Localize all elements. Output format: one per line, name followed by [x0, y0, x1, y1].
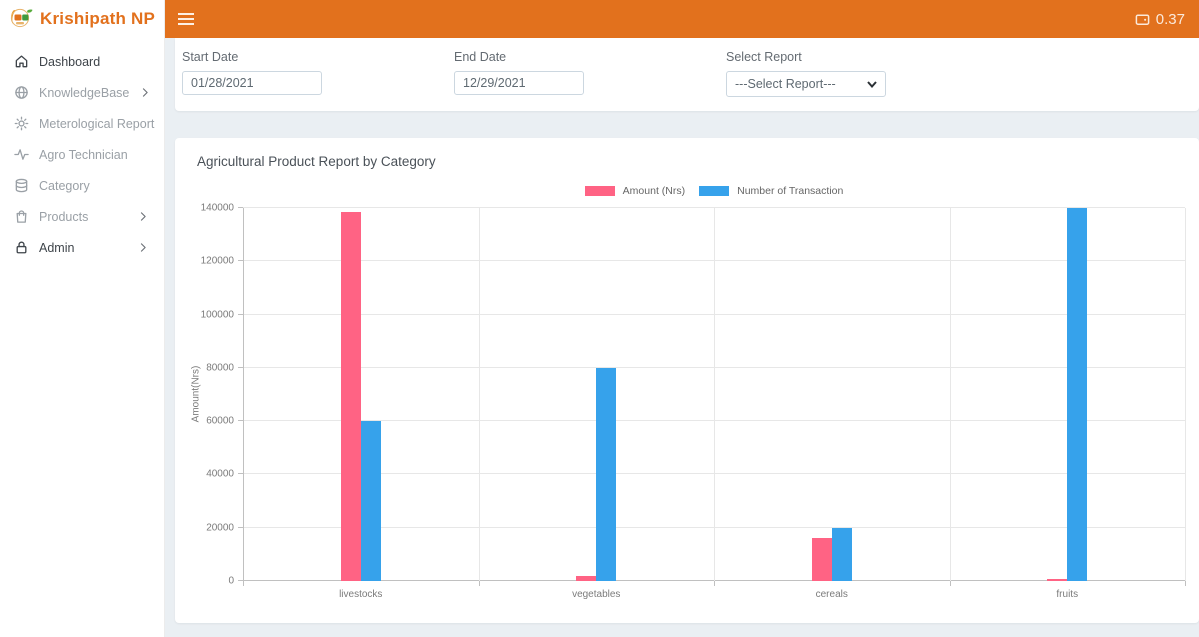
sidebar-item-label: Products	[39, 209, 89, 224]
activity-icon	[14, 147, 29, 162]
sidebar-item-knowledgebase[interactable]: KnowledgeBase	[0, 77, 164, 108]
y-tick-mark	[238, 580, 243, 581]
report-select-label: Select Report	[726, 50, 802, 64]
report-select[interactable]: ---Select Report---	[726, 71, 886, 97]
end-date-group: End Date	[454, 50, 726, 97]
sidebar-item-label: Dashboard	[39, 54, 101, 69]
database-icon	[14, 178, 29, 193]
x-tick-label-cereals: cereals	[815, 589, 848, 600]
chart-legend: Amount (Nrs) Number of Transaction	[243, 184, 1185, 198]
chart-title: Agricultural Product Report by Category	[197, 154, 436, 169]
bar-fruits-amount	[1047, 579, 1068, 581]
start-date-input[interactable]	[182, 71, 322, 95]
brand[interactable]: Krishipath NP	[0, 0, 164, 38]
bar-livestocks-amount	[340, 212, 361, 581]
y-tick-mark	[238, 420, 243, 422]
filter-panel: Start Date End Date Select Report ---Sel…	[175, 38, 1199, 111]
bar-cereals-amount	[811, 538, 832, 581]
x-tick-label-vegetables: vegetables	[572, 589, 621, 600]
y-tick-label: 20000	[206, 522, 234, 534]
x-tick-mark	[1185, 581, 1186, 586]
home-icon	[14, 54, 29, 69]
y-tick-label: 40000	[206, 468, 234, 480]
sidebar-item-products[interactable]: Products	[0, 201, 164, 232]
gridline-v	[949, 208, 951, 581]
sidebar-item-meterological-report[interactable]: Meterological Report	[0, 108, 164, 139]
sidebar-menu: Dashboard KnowledgeBase Meterological Repo…	[0, 38, 164, 263]
brand-logo-icon	[8, 7, 34, 31]
y-tick-label: 100000	[200, 309, 234, 321]
end-date-label: End Date	[454, 50, 507, 64]
gridline-v	[714, 208, 715, 581]
y-tick-label: 140000	[200, 202, 234, 214]
shopping-bag-icon	[14, 209, 29, 224]
bar-cereals-transactions	[831, 527, 852, 581]
sidebar-item-dashboard[interactable]: Dashboard	[0, 46, 164, 77]
sidebar-item-agro-technician[interactable]: Agro Technician	[0, 139, 164, 170]
sidebar-item-admin[interactable]: Admin	[0, 232, 164, 263]
menu-icon[interactable]	[177, 12, 195, 26]
chart-card: Agricultural Product Report by Category …	[175, 138, 1199, 623]
chevron-right-icon	[139, 86, 152, 99]
bar-vegetables-amount	[576, 575, 597, 581]
brand-name: Krishipath NP	[40, 9, 156, 28]
globe-icon	[14, 85, 29, 100]
main-area: 0.37 Start Date End Date Select Report	[165, 0, 1199, 637]
sidebar: Krishipath NP Dashboard KnowledgeBase Mete…	[0, 0, 165, 637]
start-date-label: Start Date	[182, 50, 239, 64]
chart-region: Amount (Nrs) Number of Transaction 0 20000…	[201, 184, 1186, 609]
y-tick-mark	[238, 313, 243, 315]
sidebar-item-label: Agro Technician	[39, 147, 128, 162]
x-tick-mark	[714, 581, 715, 586]
x-tick-mark	[243, 581, 244, 586]
bar-livestocks-transactions	[360, 421, 381, 581]
bar-vegetables-transactions	[596, 367, 617, 581]
sidebar-item-label: Category	[39, 178, 90, 193]
gridline-v	[478, 208, 480, 581]
y-tick-mark	[238, 366, 243, 368]
y-tick-mark	[238, 473, 243, 475]
y-tick-mark	[238, 207, 243, 208]
gridline-h	[243, 207, 1185, 208]
y-tick-mark	[238, 260, 243, 262]
legend-swatch	[584, 186, 615, 196]
sidebar-item-label: KnowledgeBase	[39, 85, 130, 100]
legend-swatch	[699, 186, 730, 196]
legend-label: Amount (Nrs)	[622, 185, 686, 197]
sidebar-item-label: Meterological Report	[39, 116, 155, 131]
bar-fruits-transactions	[1067, 208, 1088, 581]
chart-plot-area: 0 20000 40000 60000 80000 100000 120000 140000 l…	[201, 203, 1186, 600]
legend-label: Number of Transaction	[737, 185, 844, 197]
y-tick-label: 80000	[206, 362, 234, 374]
x-tick-mark	[949, 581, 951, 586]
topbar: 0.37	[165, 0, 1199, 38]
y-tick-mark	[238, 526, 243, 528]
credit-balance[interactable]: 0.37	[1135, 11, 1185, 28]
chevron-right-icon	[137, 241, 150, 254]
legend-item-number-of-transaction: Number of Transaction	[699, 185, 843, 197]
y-tick-label: 60000	[206, 415, 234, 427]
content: Start Date End Date Select Report ---Sel…	[165, 38, 1199, 637]
wallet-icon	[1135, 12, 1150, 27]
chevron-right-icon	[137, 210, 150, 223]
y-tick-label: 120000	[200, 255, 234, 267]
sidebar-item-label: Admin	[39, 240, 75, 255]
report-select-group: Select Report ---Select Report---	[726, 50, 998, 97]
x-tick-label-fruits: fruits	[1056, 589, 1079, 600]
gridline-v	[243, 208, 244, 581]
y-tick-label: 0	[228, 575, 234, 587]
gridline-v	[1185, 208, 1186, 581]
sidebar-item-category[interactable]: Category	[0, 170, 164, 201]
y-axis-title: Amount(Nrs)	[190, 365, 202, 423]
lock-icon	[14, 240, 29, 255]
sun-icon	[14, 116, 29, 131]
credit-value: 0.37	[1155, 10, 1185, 28]
end-date-input[interactable]	[454, 71, 584, 95]
legend-item-amount-nrs-: Amount (Nrs)	[584, 185, 686, 197]
x-tick-label-livestocks: livestocks	[339, 589, 383, 600]
start-date-group: Start Date	[182, 50, 454, 97]
x-tick-mark	[478, 581, 480, 586]
